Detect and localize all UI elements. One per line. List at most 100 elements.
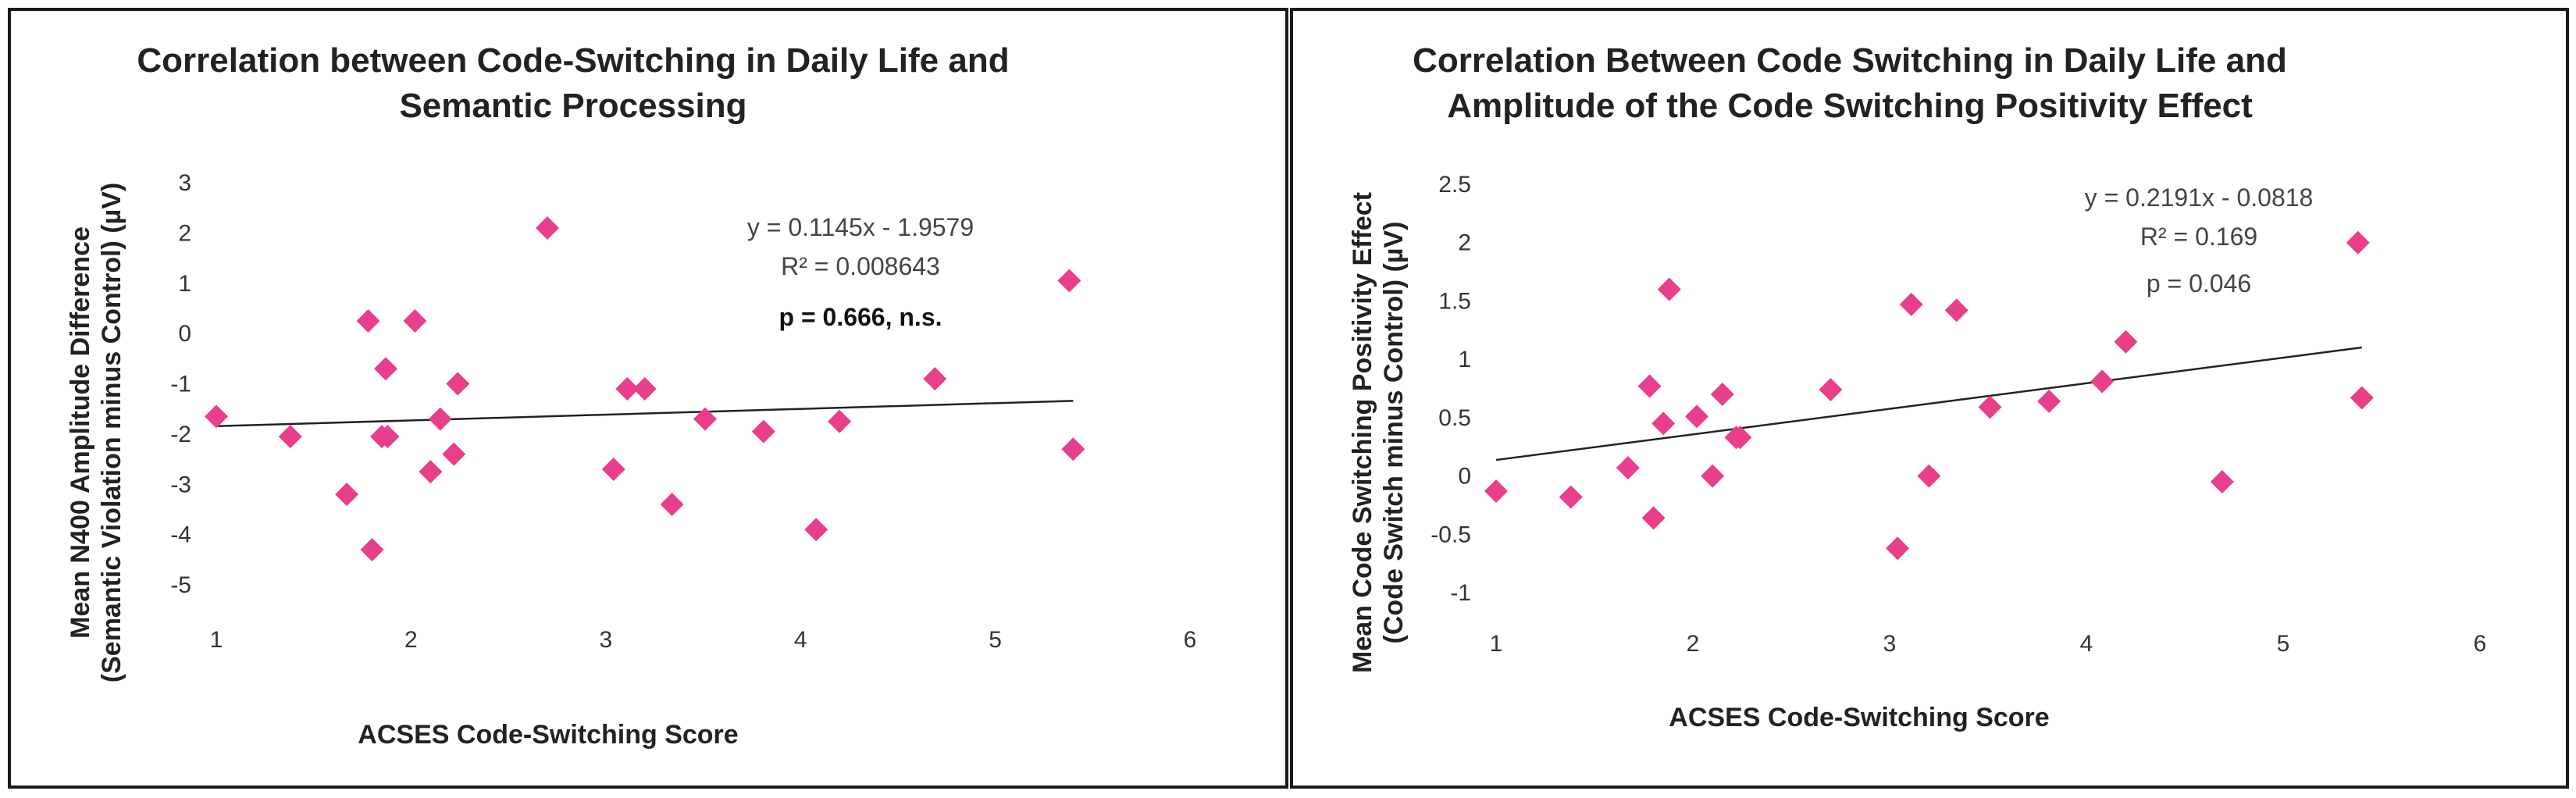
y-tick-label: -1 bbox=[170, 372, 191, 397]
trendline bbox=[216, 400, 1074, 428]
data-point bbox=[278, 425, 302, 449]
data-point bbox=[1641, 506, 1666, 530]
data-point bbox=[1657, 277, 1681, 301]
chart-panel-right: Correlation Between Code Switching in Da… bbox=[1290, 8, 2569, 789]
y-tick-label: 0 bbox=[1458, 464, 1471, 490]
data-point bbox=[2350, 386, 2374, 410]
data-point bbox=[1651, 411, 1676, 436]
data-point bbox=[660, 493, 684, 516]
data-point bbox=[751, 419, 775, 444]
x-tick-label: 5 bbox=[989, 627, 1002, 653]
data-point bbox=[442, 442, 466, 466]
y-axis-title-line-2: (Code Switch minus Control) (µV) bbox=[1379, 222, 1409, 644]
data-point bbox=[1637, 374, 1662, 398]
p-value: p = 0.666, n.s. bbox=[779, 303, 942, 331]
data-point bbox=[615, 376, 640, 401]
chart-right: Correlation Between Code Switching in Da… bbox=[1348, 41, 2486, 732]
data-point bbox=[356, 309, 380, 333]
data-point bbox=[2346, 230, 2370, 255]
y-tick-label: 0 bbox=[178, 321, 191, 347]
data-point bbox=[373, 357, 397, 381]
y-tick-label: 2 bbox=[178, 220, 191, 246]
data-point bbox=[535, 216, 559, 240]
chart-title-line-1: Correlation between Code-Switching in Da… bbox=[137, 41, 1009, 80]
data-point bbox=[1944, 298, 1969, 322]
data-point bbox=[360, 537, 384, 561]
x-tick-label: 5 bbox=[2277, 631, 2290, 657]
x-tick-label: 4 bbox=[2080, 631, 2093, 657]
y-tick-label: 2 bbox=[1458, 230, 1471, 256]
data-point bbox=[601, 457, 625, 481]
data-point bbox=[1710, 382, 1734, 406]
y-tick-label: -5 bbox=[170, 572, 191, 598]
y-tick-label: -2 bbox=[170, 422, 191, 447]
data-point bbox=[1886, 536, 1910, 561]
data-point bbox=[1484, 479, 1508, 503]
data-point bbox=[1616, 456, 1640, 480]
r-squared: R² = 0.008643 bbox=[781, 252, 940, 280]
data-point bbox=[1917, 464, 1941, 488]
chart-left: Correlation between Code-Switching in Da… bbox=[66, 41, 1196, 750]
x-axis-title: ACSES Code-Switching Score bbox=[358, 720, 738, 750]
data-point bbox=[1978, 395, 2002, 419]
y-tick-label: 1 bbox=[178, 271, 191, 297]
x-tick-label: 4 bbox=[794, 627, 807, 653]
y-axis-title-line-1: Mean N400 Amplitude Difference bbox=[66, 226, 95, 639]
data-point bbox=[923, 367, 947, 391]
y-axis-title-line-1: Mean Code Switching Positivity Effect bbox=[1348, 192, 1377, 673]
p-value: p = 0.046 bbox=[2147, 269, 2251, 297]
data-point bbox=[632, 376, 657, 401]
data-point bbox=[2210, 470, 2234, 494]
y-tick-label: 0.5 bbox=[1438, 405, 1471, 431]
y-tick-label: -4 bbox=[170, 522, 191, 548]
data-point bbox=[2090, 369, 2115, 394]
r-squared: R² = 0.169 bbox=[2140, 223, 2257, 251]
plot-area: 3 2 1 0 -1 -2 -3 -4 -5 1 2 3 4 5 6 bbox=[170, 170, 1196, 653]
y-tick-label: 1.5 bbox=[1438, 288, 1471, 314]
chart-title-line-1: Correlation Between Code Switching in Da… bbox=[1413, 41, 2287, 80]
regression-equation: y = 0.1145x - 1.9579 bbox=[747, 213, 974, 241]
chart-title-line-2: Amplitude of the Code Switching Positivi… bbox=[1447, 87, 2253, 125]
trendline bbox=[1495, 346, 2362, 461]
y-tick-label: -0.5 bbox=[1431, 522, 1471, 547]
data-point bbox=[446, 372, 470, 396]
data-point bbox=[403, 309, 427, 333]
chart-title-line-2: Semantic Processing bbox=[399, 87, 746, 125]
data-point bbox=[376, 425, 400, 449]
data-point bbox=[804, 518, 828, 542]
y-tick-label: -3 bbox=[170, 472, 191, 497]
y-tick-label: -1 bbox=[1450, 580, 1471, 606]
data-point bbox=[2037, 389, 2061, 413]
data-point bbox=[1057, 269, 1081, 293]
data-point bbox=[828, 409, 852, 433]
x-tick-label: 1 bbox=[210, 627, 223, 653]
data-point bbox=[1899, 292, 1923, 316]
data-point bbox=[428, 407, 452, 431]
data-point bbox=[1728, 426, 1752, 450]
data-point bbox=[1701, 464, 1725, 488]
chart-panel-left: Correlation between Code-Switching in Da… bbox=[8, 8, 1288, 789]
x-axis-title: ACSES Code-Switching Score bbox=[1669, 703, 2049, 732]
y-tick-label: 2.5 bbox=[1438, 172, 1471, 198]
x-tick-label: 6 bbox=[2474, 631, 2487, 657]
x-tick-label: 3 bbox=[599, 627, 612, 653]
y-axis-title-line-2: (Semantic Violation minus Control) (µV) bbox=[97, 183, 126, 682]
x-tick-label: 2 bbox=[1687, 631, 1700, 657]
x-tick-label: 1 bbox=[1490, 631, 1503, 657]
data-point bbox=[335, 483, 359, 507]
data-point bbox=[1819, 377, 1843, 401]
x-tick-label: 2 bbox=[404, 627, 418, 653]
x-tick-label: 3 bbox=[1883, 631, 1897, 657]
data-point bbox=[205, 404, 228, 429]
data-point bbox=[2114, 330, 2138, 354]
regression-equation: y = 0.2191x - 0.0818 bbox=[2085, 183, 2314, 212]
y-tick-label: 1 bbox=[1458, 347, 1471, 372]
data-point bbox=[419, 460, 443, 484]
plot-area: 2.5 2 1.5 1 0.5 0 -0.5 -1 1 2 3 4 5 6 bbox=[1431, 172, 2486, 657]
x-tick-label: 6 bbox=[1184, 627, 1197, 653]
data-point bbox=[1559, 485, 1583, 509]
data-point bbox=[1685, 404, 1709, 429]
data-point bbox=[693, 407, 717, 431]
y-tick-label: 3 bbox=[178, 170, 191, 196]
data-point bbox=[1061, 437, 1085, 461]
